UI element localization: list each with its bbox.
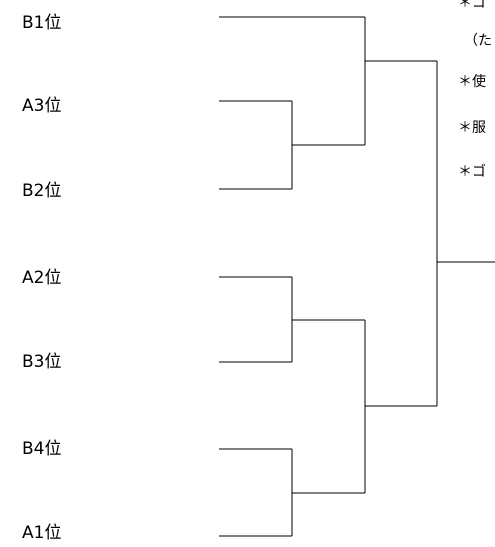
seed-label-a3: A3位	[22, 96, 62, 116]
seed-label-a1: A1位	[22, 523, 62, 543]
note-line-2: （た	[464, 33, 492, 49]
note-line-1: ＊ゴ	[458, 0, 486, 11]
note-line-4: ＊服	[458, 120, 486, 136]
seed-label-b1: B1位	[22, 13, 62, 33]
seed-label-b3: B3位	[22, 352, 62, 372]
note-line-5: ＊ゴ	[458, 164, 486, 180]
seed-label-a2: A2位	[22, 268, 62, 288]
note-line-3: ＊使	[458, 74, 486, 90]
seed-label-b2: B2位	[22, 181, 62, 201]
seed-label-b4: B4位	[22, 439, 62, 459]
